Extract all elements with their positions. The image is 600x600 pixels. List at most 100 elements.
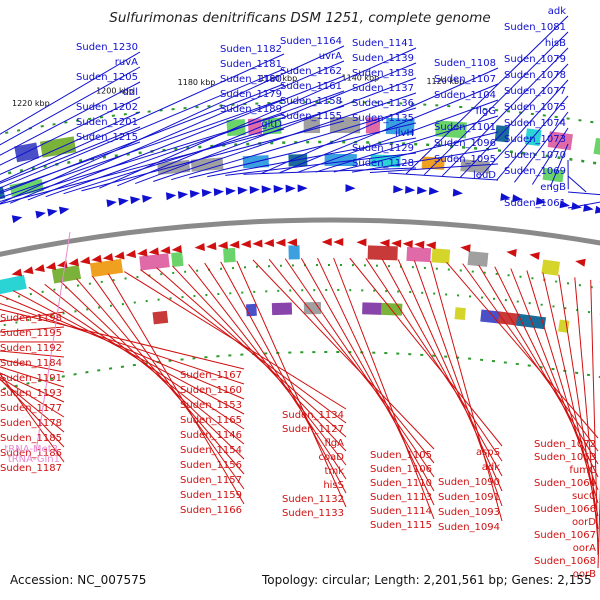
gene-arrow [261, 185, 272, 194]
feature-block [467, 251, 489, 267]
leader-line [236, 260, 347, 508]
gene-label: sucC [572, 491, 596, 502]
gene-label: flgG [476, 106, 496, 117]
leader-line [549, 143, 569, 187]
gene-arrow [405, 185, 416, 194]
gene-arrow [535, 197, 547, 206]
gene-arrow [114, 251, 125, 260]
leader-line [0, 358, 65, 373]
leader-line [153, 92, 417, 182]
leader-line [558, 274, 599, 530]
gene-arrow [512, 194, 523, 203]
gene-label: Suden_1079 [504, 54, 566, 65]
gene-label: Suden_1189 [220, 104, 282, 115]
gene-label: Suden_1096 [434, 138, 496, 149]
gene-arrow [68, 258, 79, 267]
leader-line [405, 15, 569, 175]
gene-label: Suden_1164 [280, 36, 342, 47]
leader-line [567, 191, 600, 196]
gene-label: Suden_1191 [0, 373, 62, 384]
gene-arrow [177, 191, 189, 200]
gene-label: oorA [573, 543, 596, 554]
tick-labels: 1300 kbp1280 kbp1260 kbp1240 kbp1220 kbp… [12, 73, 464, 108]
leader-line [349, 257, 503, 447]
gene-label: Suden_1154 [180, 445, 242, 456]
gene-label: Suden_1069 [504, 166, 566, 177]
leader-line [76, 278, 245, 475]
gene-arrow [393, 185, 404, 194]
gene-label: oorD [572, 517, 596, 528]
feature-block [367, 245, 398, 261]
gene-label: Suden_1072 [534, 439, 596, 450]
gene-arrow [137, 248, 148, 257]
gene-arrow [275, 238, 286, 247]
leader-line [44, 283, 245, 445]
gene-arrows [11, 184, 600, 277]
leader-line [0, 128, 285, 205]
leader-line [0, 366, 65, 388]
leader-line [496, 95, 569, 181]
gene-arrow [142, 194, 153, 203]
gene-label: Suden_1078 [504, 70, 566, 81]
genome-summary: Topology: circular; Length: 2,201,561 bp… [262, 573, 592, 587]
gene-arrow [263, 238, 275, 247]
gene-arrow [529, 251, 540, 260]
leader-line [12, 290, 245, 415]
gene-arrow [500, 192, 511, 201]
gene-label: Suden_1184 [0, 358, 62, 369]
feature-block [246, 303, 257, 317]
gene-arrow [91, 254, 102, 263]
leader-line [0, 53, 285, 183]
leader-line [140, 269, 347, 424]
leader-line [279, 83, 499, 174]
gene-label: Suden_1101 [434, 122, 496, 133]
gene-arrow [559, 200, 570, 209]
gene-arrow [286, 238, 298, 247]
gene-arrow [58, 206, 70, 215]
leader-line [567, 201, 600, 209]
leader-line [0, 376, 65, 418]
leader-line [220, 261, 347, 494]
leader-line [156, 267, 347, 438]
gene-label: Suden_1158 [280, 96, 342, 107]
gene-label: uvrA [319, 51, 342, 62]
gene-label: hisS [323, 480, 344, 491]
gene-arrow [201, 189, 213, 198]
leader-line [45, 90, 345, 198]
leader-line [0, 378, 65, 448]
leader-line [81, 120, 345, 192]
leader-line [0, 311, 65, 323]
leader-line [462, 263, 599, 452]
leader-line [0, 68, 285, 189]
feature-blocks [0, 116, 600, 333]
gene-label: Suden_1074 [504, 118, 566, 129]
gene-arrow [583, 203, 594, 212]
leader-line [0, 81, 141, 156]
leader-line [207, 137, 417, 178]
gene-arrow [356, 238, 367, 247]
rna-label: tRNA-Gln1 [8, 454, 60, 465]
gene-arrow [575, 258, 586, 267]
feature-block [139, 253, 170, 271]
gene-label: Suden_1127 [282, 424, 344, 435]
gene-label: Suden_1156 [180, 460, 242, 471]
leader-line [542, 272, 599, 517]
leader-line [0, 66, 141, 146]
gene-arrow [452, 188, 464, 197]
gene-label: Suden_1179 [220, 89, 282, 100]
gene-label: Suden_1166 [180, 505, 242, 516]
feature-block [593, 137, 600, 157]
leader-line [0, 83, 285, 194]
gene-label: Suden_1106 [370, 464, 432, 475]
gene-arrow [189, 190, 201, 198]
leader-line [268, 258, 435, 464]
leader-line [315, 115, 499, 173]
gene-label: Suden_1187 [0, 463, 62, 474]
gene-arrow [252, 239, 263, 248]
gene-label: Suden_1135 [352, 113, 414, 124]
gene-arrow [240, 239, 251, 248]
leader-line [574, 277, 599, 543]
dotted-track [0, 351, 600, 391]
leader-line [135, 77, 417, 185]
